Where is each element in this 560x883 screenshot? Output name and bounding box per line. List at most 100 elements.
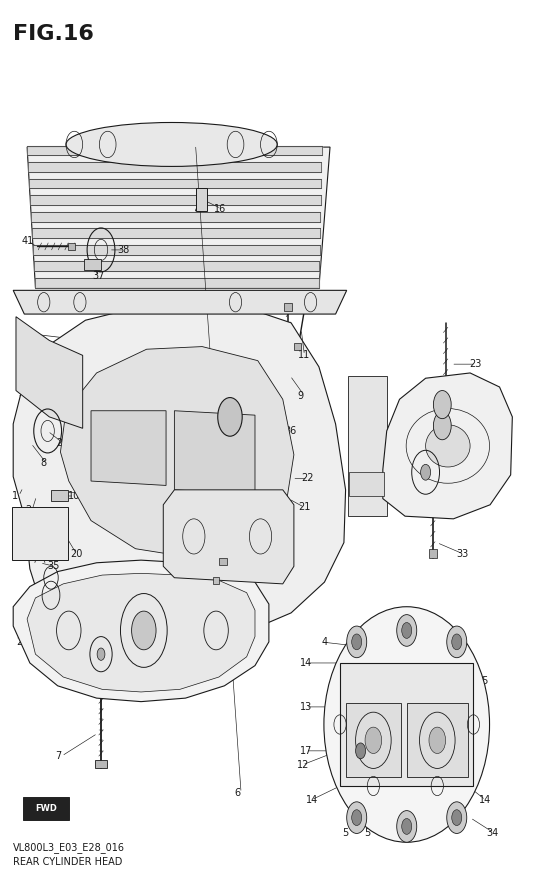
Circle shape — [97, 648, 105, 660]
Text: 27: 27 — [442, 487, 455, 497]
Polygon shape — [295, 343, 301, 350]
Text: 8: 8 — [40, 458, 46, 469]
Text: 38: 38 — [118, 245, 130, 255]
Text: 20: 20 — [70, 549, 82, 559]
Polygon shape — [348, 375, 387, 517]
Circle shape — [402, 623, 412, 638]
Text: 19: 19 — [151, 687, 164, 697]
Polygon shape — [22, 797, 69, 820]
Text: 16: 16 — [214, 204, 227, 214]
Circle shape — [396, 615, 417, 646]
Circle shape — [421, 464, 431, 480]
Circle shape — [352, 810, 362, 826]
Ellipse shape — [66, 123, 277, 166]
Text: 13: 13 — [477, 702, 489, 712]
Polygon shape — [195, 188, 207, 211]
Text: 14: 14 — [300, 658, 312, 668]
Text: 14: 14 — [398, 643, 410, 653]
Polygon shape — [174, 411, 255, 494]
Polygon shape — [27, 147, 330, 288]
Polygon shape — [13, 306, 346, 654]
Text: 32: 32 — [259, 520, 271, 530]
Text: 14: 14 — [479, 795, 491, 805]
Text: 17: 17 — [300, 746, 312, 756]
Text: 5: 5 — [399, 637, 406, 647]
Text: REAR CYLINDER HEAD: REAR CYLINDER HEAD — [13, 857, 123, 866]
Circle shape — [347, 626, 367, 658]
Polygon shape — [60, 347, 294, 557]
Circle shape — [429, 727, 446, 753]
Text: 5: 5 — [342, 827, 348, 838]
Circle shape — [433, 390, 451, 419]
Text: 5: 5 — [365, 827, 371, 838]
Text: FIG.16: FIG.16 — [13, 24, 94, 44]
Text: 22: 22 — [85, 487, 97, 497]
Text: 12: 12 — [297, 760, 309, 770]
Text: 14: 14 — [306, 795, 318, 805]
Polygon shape — [164, 490, 294, 584]
Circle shape — [132, 611, 156, 650]
Circle shape — [352, 634, 362, 650]
Text: 23: 23 — [469, 359, 482, 369]
Polygon shape — [219, 557, 227, 564]
Polygon shape — [68, 243, 76, 250]
Circle shape — [447, 802, 466, 834]
Text: 27: 27 — [16, 637, 29, 647]
Text: 41: 41 — [21, 236, 34, 246]
Polygon shape — [407, 704, 468, 777]
Text: FWD: FWD — [35, 804, 57, 813]
Text: 34: 34 — [487, 827, 499, 838]
Text: 40: 40 — [339, 764, 351, 774]
Text: 24: 24 — [242, 576, 255, 585]
Text: 5: 5 — [229, 538, 235, 547]
Polygon shape — [383, 373, 512, 519]
Text: 29: 29 — [57, 438, 69, 449]
Polygon shape — [27, 573, 255, 692]
Polygon shape — [95, 759, 106, 768]
Text: 15: 15 — [477, 675, 489, 685]
Circle shape — [396, 811, 417, 842]
Circle shape — [218, 397, 242, 436]
Polygon shape — [213, 577, 220, 584]
Text: 11: 11 — [298, 351, 310, 360]
Polygon shape — [429, 548, 437, 557]
Polygon shape — [284, 303, 292, 312]
Text: 28: 28 — [469, 400, 482, 410]
Circle shape — [452, 810, 462, 826]
Text: 39: 39 — [68, 579, 80, 589]
Text: 21: 21 — [298, 502, 310, 512]
Text: 18: 18 — [498, 443, 510, 454]
Text: 13: 13 — [300, 702, 312, 712]
Polygon shape — [16, 317, 83, 428]
Text: 6: 6 — [235, 788, 241, 798]
Circle shape — [347, 802, 367, 834]
Text: 9: 9 — [298, 391, 304, 401]
Text: 22: 22 — [301, 473, 314, 483]
Text: 14: 14 — [362, 637, 375, 647]
Circle shape — [447, 626, 466, 658]
Polygon shape — [13, 560, 269, 702]
Polygon shape — [340, 663, 473, 786]
Text: VL800L3_E03_E28_016: VL800L3_E03_E28_016 — [13, 842, 125, 853]
Text: 7: 7 — [55, 751, 61, 761]
Ellipse shape — [324, 607, 489, 842]
Text: 35: 35 — [48, 562, 60, 571]
Polygon shape — [51, 490, 68, 502]
Circle shape — [402, 819, 412, 834]
Text: 26: 26 — [57, 544, 69, 554]
Text: 2: 2 — [25, 505, 32, 515]
Text: 1: 1 — [12, 491, 18, 501]
Circle shape — [356, 743, 366, 758]
Text: 30: 30 — [469, 420, 481, 431]
Polygon shape — [349, 472, 385, 496]
Polygon shape — [12, 508, 68, 560]
Text: 25: 25 — [248, 549, 260, 559]
Polygon shape — [91, 411, 166, 486]
Ellipse shape — [426, 425, 470, 467]
Text: 37: 37 — [92, 271, 105, 282]
Text: 36: 36 — [284, 426, 297, 436]
Polygon shape — [85, 259, 101, 270]
Polygon shape — [13, 291, 347, 314]
Circle shape — [365, 727, 382, 753]
Text: 10: 10 — [68, 491, 80, 501]
